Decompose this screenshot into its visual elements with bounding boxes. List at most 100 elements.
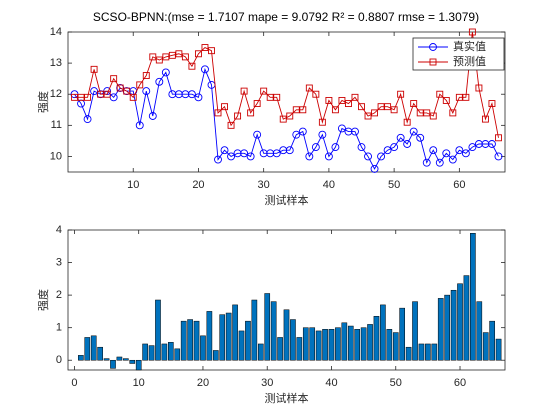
bar — [97, 346, 103, 361]
marker — [409, 127, 418, 136]
marker — [279, 115, 287, 123]
marker — [462, 93, 470, 101]
marker — [403, 140, 412, 148]
marker — [234, 112, 242, 120]
x-tick-label: 40 — [323, 179, 335, 191]
marker — [298, 127, 307, 136]
marker — [194, 50, 202, 58]
marker — [390, 143, 399, 152]
bar — [412, 301, 418, 361]
bar — [116, 356, 123, 361]
bar — [425, 343, 431, 361]
bar — [437, 298, 444, 361]
bar — [232, 304, 238, 361]
marker — [488, 140, 496, 148]
x-tick-label: 60 — [454, 377, 466, 389]
marker — [383, 146, 392, 155]
marker — [220, 146, 229, 155]
marker — [266, 93, 274, 101]
marker — [390, 106, 398, 114]
bar — [296, 337, 303, 361]
marker — [168, 90, 177, 99]
marker — [77, 93, 85, 101]
marker — [338, 96, 346, 104]
bar — [418, 343, 425, 361]
marker — [240, 87, 248, 95]
bar — [399, 307, 405, 361]
marker — [162, 53, 170, 61]
bar — [187, 319, 193, 361]
marker — [187, 90, 196, 99]
marker — [364, 152, 372, 161]
marker — [358, 103, 365, 111]
bar — [245, 320, 251, 361]
bar — [322, 329, 328, 361]
marker — [201, 65, 209, 74]
x-tick-label: 20 — [197, 377, 209, 389]
bar — [457, 283, 463, 361]
marker — [410, 100, 418, 108]
marker — [416, 133, 425, 142]
bar — [495, 338, 502, 361]
marker — [299, 106, 307, 114]
marker — [279, 146, 288, 155]
bar — [103, 358, 110, 361]
marker — [273, 93, 281, 101]
marker — [155, 56, 163, 64]
bar — [155, 299, 161, 361]
x-tick-label: 30 — [258, 179, 270, 191]
bar — [251, 299, 258, 361]
bar — [225, 312, 232, 361]
legend-label: 预测值 — [453, 55, 486, 68]
marker — [286, 112, 294, 120]
marker — [129, 93, 137, 101]
marker — [461, 149, 470, 158]
marker — [331, 106, 339, 114]
y-tick-label: 10 — [50, 150, 62, 162]
marker — [331, 143, 340, 152]
bar — [444, 294, 450, 361]
marker — [364, 112, 372, 120]
marker — [155, 77, 164, 86]
x-tick-label: 0 — [71, 377, 77, 389]
bar — [110, 359, 116, 369]
bar — [431, 343, 438, 361]
y-tick-label: 3 — [56, 256, 62, 268]
bar — [302, 327, 309, 361]
bar — [78, 355, 84, 361]
bar — [360, 327, 367, 361]
marker — [325, 96, 333, 104]
bar — [489, 320, 495, 361]
y-tick-label: 11 — [51, 119, 62, 131]
legend — [412, 37, 505, 71]
bar — [476, 301, 483, 361]
marker — [397, 90, 405, 98]
bar — [123, 358, 129, 361]
marker — [194, 93, 203, 102]
bar — [283, 309, 290, 361]
marker — [181, 53, 189, 61]
marker — [371, 109, 379, 117]
bar — [367, 324, 373, 361]
bar — [84, 337, 91, 361]
marker — [142, 72, 150, 80]
marker — [110, 75, 118, 83]
marker — [305, 84, 313, 92]
marker — [168, 51, 176, 59]
marker — [442, 96, 450, 104]
x-tick-label: 30 — [261, 377, 273, 389]
marker — [344, 127, 353, 136]
marker — [357, 143, 366, 152]
marker — [103, 90, 111, 98]
marker — [436, 90, 444, 98]
bar — [212, 350, 219, 361]
bar — [463, 275, 470, 361]
bar — [200, 335, 206, 361]
marker — [429, 112, 437, 120]
bar — [219, 314, 226, 361]
marker — [148, 112, 157, 120]
marker — [435, 158, 444, 167]
marker — [214, 155, 222, 164]
marker — [495, 134, 502, 142]
marker — [396, 133, 405, 142]
